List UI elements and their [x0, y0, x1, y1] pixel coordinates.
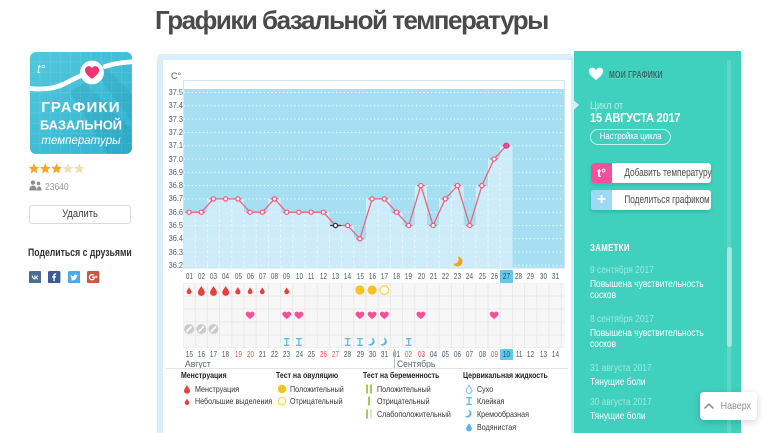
svg-text:ГРАФИКИ: ГРАФИКИ [41, 99, 121, 116]
svg-text:t°: t° [37, 62, 45, 76]
svg-text:БАЗАЛЬНОЙ: БАЗАЛЬНОЙ [40, 118, 122, 133]
svg-text:температуры: температуры [41, 135, 121, 147]
